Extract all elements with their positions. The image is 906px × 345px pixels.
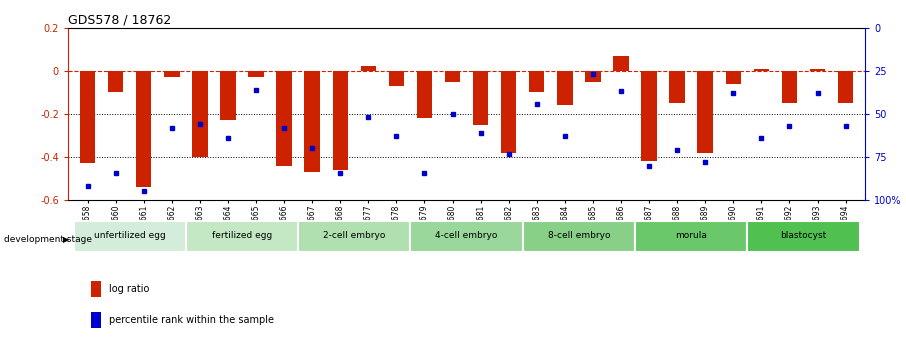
- Bar: [192, 71, 207, 157]
- Bar: [726, 71, 741, 84]
- Text: 4-cell embryo: 4-cell embryo: [436, 231, 497, 240]
- Text: unfertilized egg: unfertilized egg: [94, 231, 166, 240]
- Text: development stage: development stage: [4, 235, 92, 244]
- Bar: [276, 71, 292, 166]
- Bar: [333, 71, 348, 170]
- Bar: [754, 69, 769, 71]
- Text: log ratio: log ratio: [109, 284, 149, 294]
- Bar: [80, 71, 95, 164]
- FancyBboxPatch shape: [523, 221, 635, 252]
- Bar: [136, 71, 151, 187]
- Bar: [810, 69, 825, 71]
- Bar: [698, 71, 713, 152]
- Text: GDS578 / 18762: GDS578 / 18762: [68, 13, 171, 27]
- Bar: [782, 71, 797, 103]
- Bar: [838, 71, 853, 103]
- Bar: [529, 71, 545, 92]
- Text: 2-cell embryo: 2-cell embryo: [323, 231, 385, 240]
- Text: morula: morula: [675, 231, 707, 240]
- FancyBboxPatch shape: [747, 221, 860, 252]
- Bar: [641, 71, 657, 161]
- Bar: [585, 71, 601, 81]
- Bar: [670, 71, 685, 103]
- Text: fertilized egg: fertilized egg: [212, 231, 272, 240]
- Bar: [164, 71, 179, 77]
- Text: blastocyst: blastocyst: [780, 231, 826, 240]
- FancyBboxPatch shape: [73, 221, 186, 252]
- Bar: [108, 71, 123, 92]
- Text: ▶: ▶: [63, 235, 69, 244]
- FancyBboxPatch shape: [298, 221, 410, 252]
- Bar: [473, 71, 488, 125]
- Bar: [389, 71, 404, 86]
- Bar: [304, 71, 320, 172]
- Bar: [501, 71, 516, 152]
- Bar: [417, 71, 432, 118]
- Text: percentile rank within the sample: percentile rank within the sample: [109, 315, 274, 325]
- Bar: [445, 71, 460, 81]
- Bar: [361, 66, 376, 71]
- Bar: [613, 56, 629, 71]
- Bar: [220, 71, 236, 120]
- FancyBboxPatch shape: [186, 221, 298, 252]
- FancyBboxPatch shape: [410, 221, 523, 252]
- FancyBboxPatch shape: [635, 221, 747, 252]
- Bar: [557, 71, 573, 105]
- Bar: [248, 71, 264, 77]
- Text: 8-cell embryo: 8-cell embryo: [547, 231, 610, 240]
